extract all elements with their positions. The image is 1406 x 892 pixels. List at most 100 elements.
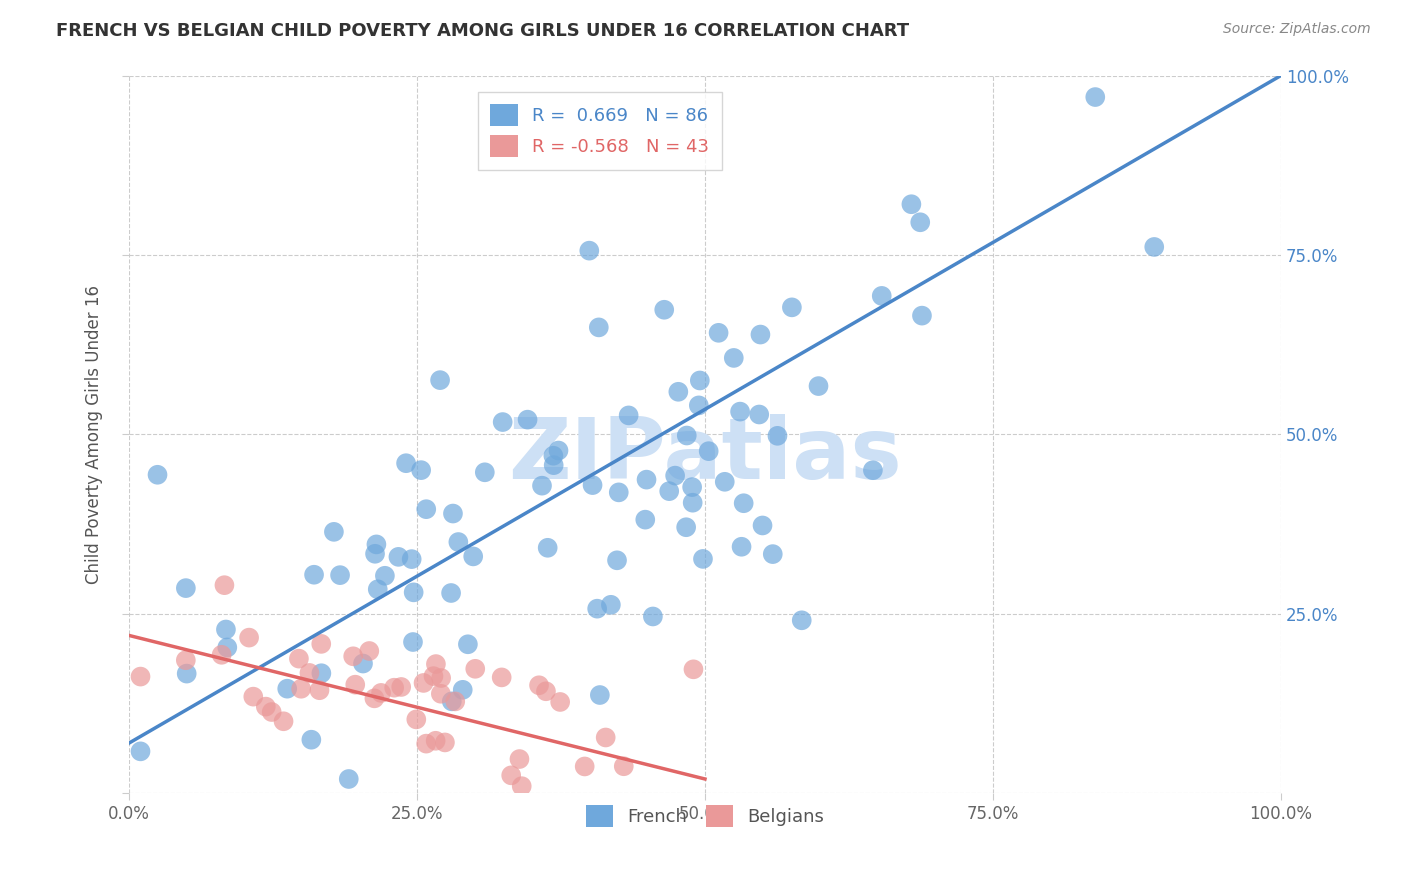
Point <box>910 215 932 229</box>
Point <box>508 752 530 766</box>
Text: FRENCH VS BELGIAN CHILD POVERTY AMONG GIRLS UNDER 16 CORRELATION CHART: FRENCH VS BELGIAN CHILD POVERTY AMONG GI… <box>56 22 910 40</box>
Point <box>730 540 752 554</box>
Point <box>254 699 277 714</box>
Point <box>733 496 755 510</box>
Point <box>129 670 152 684</box>
Point <box>402 585 425 599</box>
Point <box>402 635 425 649</box>
Point <box>675 428 697 442</box>
Point <box>463 549 485 564</box>
Point <box>766 429 789 443</box>
Point <box>290 681 312 696</box>
Point <box>510 779 533 793</box>
Point <box>129 744 152 758</box>
Point <box>728 404 751 418</box>
Point <box>174 653 197 667</box>
Point <box>440 694 463 708</box>
Point <box>681 480 703 494</box>
Point <box>780 301 803 315</box>
Point <box>537 541 560 555</box>
Point <box>146 467 169 482</box>
Point <box>387 549 409 564</box>
Point <box>273 714 295 729</box>
Legend: French, Belgians: French, Belgians <box>579 798 831 835</box>
Point <box>911 309 934 323</box>
Point <box>174 581 197 595</box>
Point <box>900 197 922 211</box>
Point <box>530 478 553 492</box>
Point <box>666 384 689 399</box>
Point <box>581 478 603 492</box>
Point <box>586 601 609 615</box>
Point <box>1143 240 1166 254</box>
Point <box>364 547 387 561</box>
Point <box>636 473 658 487</box>
Point <box>749 327 772 342</box>
Point <box>595 731 617 745</box>
Point <box>176 666 198 681</box>
Y-axis label: Child Poverty Among Girls Under 16: Child Poverty Among Girls Under 16 <box>86 285 103 584</box>
Point <box>543 458 565 472</box>
Point <box>260 705 283 719</box>
Point <box>433 735 456 749</box>
Point <box>298 665 321 680</box>
Point <box>578 244 600 258</box>
Point <box>606 553 628 567</box>
Point <box>382 681 405 695</box>
Point <box>359 644 381 658</box>
Point <box>527 678 550 692</box>
Point <box>516 412 538 426</box>
Point <box>870 289 893 303</box>
Point <box>322 524 344 539</box>
Point <box>214 578 236 592</box>
Point <box>607 485 630 500</box>
Point <box>441 507 464 521</box>
Point <box>641 609 664 624</box>
Point <box>299 732 322 747</box>
Point <box>599 598 621 612</box>
Point <box>242 690 264 704</box>
Point <box>415 737 437 751</box>
Point <box>451 682 474 697</box>
Point <box>447 535 470 549</box>
Point <box>748 408 770 422</box>
Point <box>501 768 523 782</box>
Point <box>474 465 496 479</box>
Point <box>363 691 385 706</box>
Point <box>215 623 238 637</box>
Point <box>862 463 884 477</box>
Point <box>352 657 374 671</box>
Point <box>401 552 423 566</box>
Point <box>405 712 427 726</box>
Point <box>389 680 412 694</box>
Point <box>238 631 260 645</box>
Point <box>415 502 437 516</box>
Point <box>311 666 333 681</box>
Text: ZIPatlas: ZIPatlas <box>508 415 901 498</box>
Point <box>682 496 704 510</box>
Point <box>491 670 513 684</box>
Point <box>547 443 569 458</box>
Point <box>613 759 636 773</box>
Point <box>288 651 311 665</box>
Point <box>366 537 388 551</box>
Point <box>217 640 239 655</box>
Point <box>422 669 444 683</box>
Point <box>707 326 730 340</box>
Point <box>457 637 479 651</box>
Point <box>342 649 364 664</box>
Point <box>723 351 745 365</box>
Point <box>308 683 330 698</box>
Point <box>807 379 830 393</box>
Point <box>588 320 610 334</box>
Point <box>762 547 785 561</box>
Point <box>367 582 389 597</box>
Point <box>370 686 392 700</box>
Point <box>534 684 557 698</box>
Point <box>692 552 714 566</box>
Point <box>574 759 596 773</box>
Point <box>211 648 233 662</box>
Point <box>444 694 467 708</box>
Point <box>652 302 675 317</box>
Point <box>689 374 711 388</box>
